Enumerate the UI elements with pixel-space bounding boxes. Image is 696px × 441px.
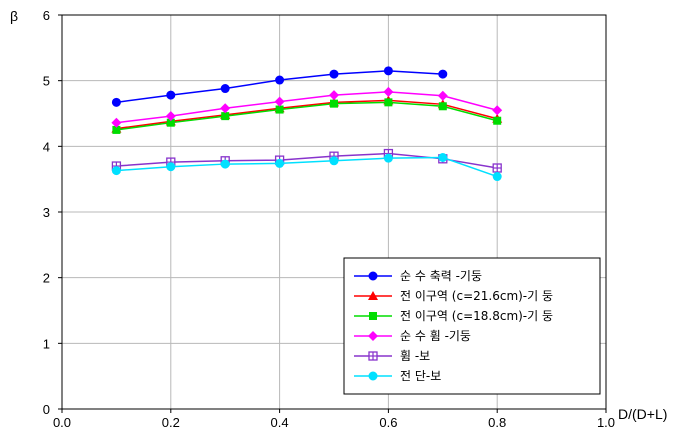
series-layer (111, 66, 503, 182)
legend-entry: 전 이구역 (c=21.6cm)-기 둥 (354, 289, 553, 303)
data-point (112, 125, 121, 134)
data-point (492, 105, 503, 116)
data-point (275, 75, 285, 85)
series-1 (111, 66, 448, 107)
y-tick-label: 1 (43, 336, 50, 351)
data-point (383, 86, 394, 97)
data-point (329, 69, 339, 79)
data-point (384, 98, 393, 107)
legend-label: 순 수 휨 -기둥 (400, 329, 471, 343)
y-tick-label: 0 (43, 402, 50, 417)
x-axis-label: D/(D+L) (618, 406, 667, 422)
x-tick-label: 1.0 (597, 415, 615, 430)
legend-marker (368, 271, 378, 281)
data-point (438, 102, 447, 111)
data-point (275, 158, 285, 168)
legend: 순 수 축력 -기둥전 이구역 (c=21.6cm)-기 둥전 이구역 (c=1… (343, 257, 601, 395)
series-6 (111, 152, 502, 182)
data-point (330, 99, 338, 108)
legend-marker (368, 351, 378, 361)
series-line (116, 101, 498, 131)
y-tick-labels: 0 1 2 3 4 5 6 (43, 8, 62, 417)
series-4 (111, 86, 503, 128)
data-point (166, 162, 176, 172)
data-point (492, 163, 502, 173)
x-tick-label: 0.8 (488, 415, 506, 430)
y-tick-label: 2 (43, 271, 50, 286)
legend-entry: 순 수 축력 -기둥 (354, 269, 482, 283)
y-axis-label: β (10, 8, 18, 24)
y-tick-label: 3 (43, 205, 50, 220)
series-line (116, 156, 498, 178)
data-point (275, 105, 284, 114)
data-point (111, 166, 121, 176)
data-point (383, 66, 393, 76)
data-point (221, 112, 230, 121)
legend-marker (368, 371, 378, 381)
data-point (165, 111, 176, 122)
series-line (116, 99, 498, 130)
legend-marker (368, 291, 378, 300)
data-point (493, 116, 502, 125)
x-tick-labels: 0.0 0.2 0.4 0.6 0.8 1.0 (53, 409, 615, 430)
data-point (437, 90, 448, 101)
legend-label: 휨 -보 (400, 349, 430, 363)
legend-label: 전 이구역 (c=21.6cm)-기 둥 (400, 289, 553, 303)
data-point (111, 97, 121, 107)
x-tick-label: 0.4 (271, 415, 289, 430)
legend-label: 전 이구역 (c=18.8cm)-기 둥 (400, 309, 553, 323)
data-point (438, 152, 448, 162)
data-point (438, 69, 448, 79)
x-tick-label: 0.0 (53, 415, 71, 430)
data-point (329, 90, 339, 101)
data-point (329, 156, 339, 166)
x-tick-label: 0.6 (379, 415, 397, 430)
legend-entry: 전 단-보 (354, 369, 441, 383)
legend-label: 순 수 축력 -기둥 (400, 269, 482, 283)
legend-marker (369, 312, 377, 320)
series-3 (112, 98, 502, 134)
x-tick-label: 0.2 (162, 415, 180, 430)
y-tick-label: 4 (43, 139, 50, 154)
data-point (274, 96, 285, 107)
legend-entry: 휨 -보 (354, 349, 430, 363)
data-point (111, 117, 122, 128)
data-point (220, 84, 230, 94)
y-tick-label: 5 (43, 74, 50, 89)
legend-marker (368, 331, 378, 341)
legend-entry: 전 이구역 (c=18.8cm)-기 둥 (354, 309, 553, 323)
data-point (166, 90, 176, 100)
legend-label: 전 단-보 (400, 369, 441, 383)
data-point (166, 118, 175, 127)
legend-entry: 순 수 휨 -기둥 (354, 329, 471, 343)
legend-box (343, 257, 601, 395)
series-line (116, 91, 498, 124)
data-point (383, 153, 393, 163)
data-point (220, 159, 230, 169)
data-point (492, 172, 502, 182)
y-tick-label: 6 (43, 8, 50, 23)
data-point (220, 103, 231, 114)
